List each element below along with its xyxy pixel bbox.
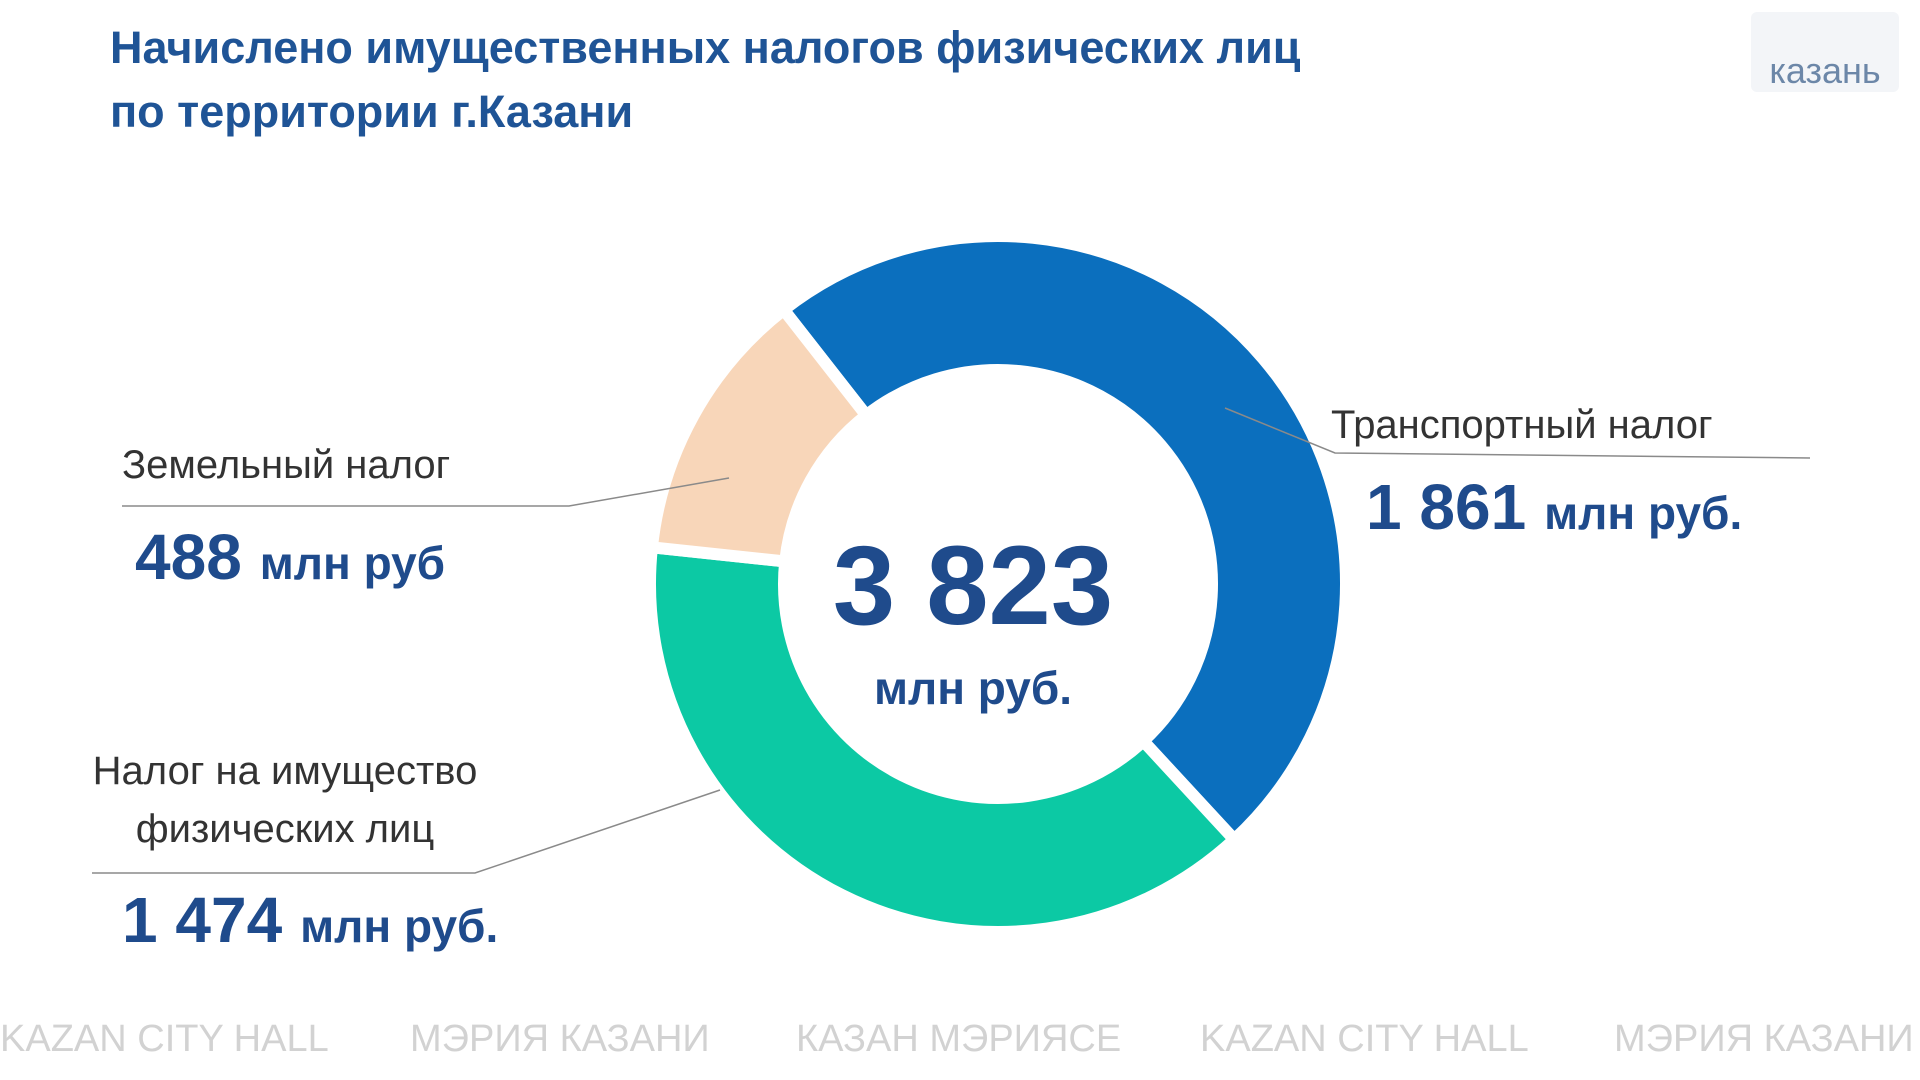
logo: казань <box>1751 12 1899 92</box>
value-number: 1 861 <box>1366 471 1527 543</box>
donut-segment <box>645 301 875 569</box>
donut-segment <box>644 540 1243 939</box>
value-label: 1 474 млн руб. <box>122 883 498 957</box>
leader-line <box>1224 407 1811 459</box>
watermark-text: МЭРИЯ КАЗАНИ <box>1614 1018 1914 1060</box>
total-unit: млн руб. <box>874 662 1072 714</box>
donut-segment <box>775 229 1352 849</box>
value-unit: млн руб. <box>300 900 499 952</box>
category-label: Налог на имущество физических лиц <box>92 749 478 851</box>
watermark-text: KAZAN CITY HALL <box>0 1018 329 1060</box>
category-label: Транспортный налог <box>1331 403 1713 447</box>
watermark-text: KAZAN CITY HALL <box>1200 1018 1529 1060</box>
watermark-text: КАЗАН МЭРИЯСЕ <box>796 1018 1122 1060</box>
value-number: 488 <box>135 521 242 593</box>
value-unit: млн руб <box>259 537 446 589</box>
category-label: Земельный налог <box>122 443 451 487</box>
value-label: 488 млн руб <box>135 520 445 594</box>
leader-line <box>122 477 730 507</box>
title-line: Начислено имущественных налогов физическ… <box>110 22 1301 73</box>
total-value: 3 823 <box>833 523 1113 648</box>
value-unit: млн руб. <box>1544 487 1743 539</box>
value-number: 1 474 <box>122 884 283 956</box>
leader-line <box>92 789 721 874</box>
title-line: по территории г.Казани <box>110 86 634 137</box>
watermark-text: МЭРИЯ КАЗАНИ <box>410 1018 710 1060</box>
value-label: 1 861 млн руб. <box>1366 470 1742 544</box>
